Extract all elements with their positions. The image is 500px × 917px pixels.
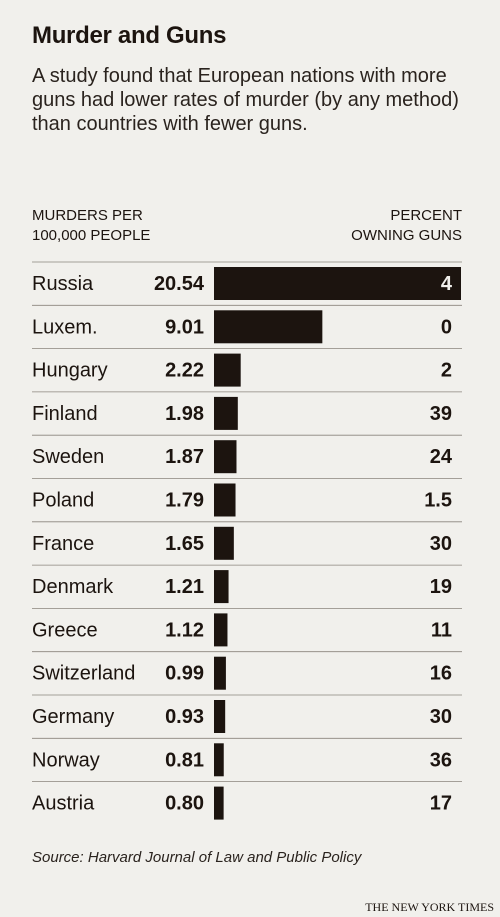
murder-rate-value: 0.99	[165, 663, 204, 685]
murders-header-line1: MURDERS PER	[32, 207, 143, 224]
guns-header-line2: OWNING GUNS	[351, 227, 462, 244]
chart-title: Murder and Guns	[32, 22, 227, 49]
murder-rate-value: 1.98	[165, 403, 204, 425]
guns-header-line1: PERCENT	[390, 207, 462, 224]
murder-rate-bar	[214, 483, 236, 517]
source-note: Source: Harvard Journal of Law and Publi…	[32, 849, 362, 866]
murder-rate-bar	[214, 613, 228, 647]
country-label: Hungary	[32, 360, 108, 382]
country-label: Denmark	[32, 576, 114, 598]
murder-rate-value: 2.22	[165, 360, 204, 382]
country-label: Norway	[32, 749, 100, 771]
murder-rate-value: 1.65	[165, 533, 204, 555]
gun-ownership-value: 30	[430, 706, 452, 728]
country-label: Luxem.	[32, 316, 98, 338]
murder-rate-bar	[214, 570, 229, 604]
country-label: Poland	[32, 490, 94, 512]
murder-rate-bar	[214, 310, 323, 344]
gun-ownership-value: 30	[430, 533, 452, 555]
murder-rate-value: 9.01	[165, 316, 204, 338]
murder-rate-value: 1.87	[165, 446, 204, 468]
gun-ownership-value: 19	[430, 576, 452, 598]
gun-ownership-value: 0	[441, 316, 452, 338]
gun-ownership-value: 24	[430, 446, 453, 468]
gun-ownership-value: 39	[430, 403, 452, 425]
murder-rate-bar	[214, 656, 226, 690]
murder-rate-value: 1.21	[165, 576, 204, 598]
country-label: Germany	[32, 706, 114, 728]
murder-rate-bar	[214, 743, 224, 777]
murder-rate-bar	[214, 267, 461, 300]
murder-rate-value: 1.79	[165, 490, 204, 512]
murder-rate-value: 0.80	[165, 793, 204, 815]
country-label: Greece	[32, 619, 98, 641]
murder-rate-bar	[214, 396, 238, 430]
gun-ownership-value: 2	[441, 360, 452, 382]
country-label: Russia	[32, 273, 94, 295]
murder-rate-bar	[214, 786, 224, 820]
gun-ownership-value: 16	[430, 663, 452, 685]
country-label: Switzerland	[32, 663, 135, 685]
murder-rate-bar	[214, 440, 237, 474]
murder-rate-value: 1.12	[165, 619, 204, 641]
murder-rate-value: 0.93	[165, 706, 204, 728]
murder-rate-value: 20.54	[154, 273, 205, 295]
gun-ownership-value: 4	[441, 273, 453, 295]
murder-rate-bar	[214, 353, 241, 387]
country-label: Sweden	[32, 446, 104, 468]
publisher-credit: THE NEW YORK TIMES	[365, 900, 494, 914]
country-label: France	[32, 533, 94, 555]
murder-rate-value: 0.81	[165, 749, 204, 771]
country-label: Austria	[32, 793, 95, 815]
country-label: Finland	[32, 403, 98, 425]
gun-ownership-value: 36	[430, 749, 452, 771]
gun-ownership-value: 1.5	[424, 490, 452, 512]
gun-ownership-value: 11	[431, 619, 452, 641]
chart-subtitle: A study found that European nations with…	[32, 65, 459, 135]
murder-rate-bar	[214, 526, 234, 560]
murders-column-header: MURDERS PER 100,000 PEOPLE	[32, 206, 150, 246]
murder-rate-bar	[214, 700, 226, 733]
guns-column-header: PERCENT OWNING GUNS	[351, 206, 462, 246]
gun-ownership-value: 17	[430, 793, 452, 815]
murders-header-line2: 100,000 PEOPLE	[32, 227, 151, 244]
